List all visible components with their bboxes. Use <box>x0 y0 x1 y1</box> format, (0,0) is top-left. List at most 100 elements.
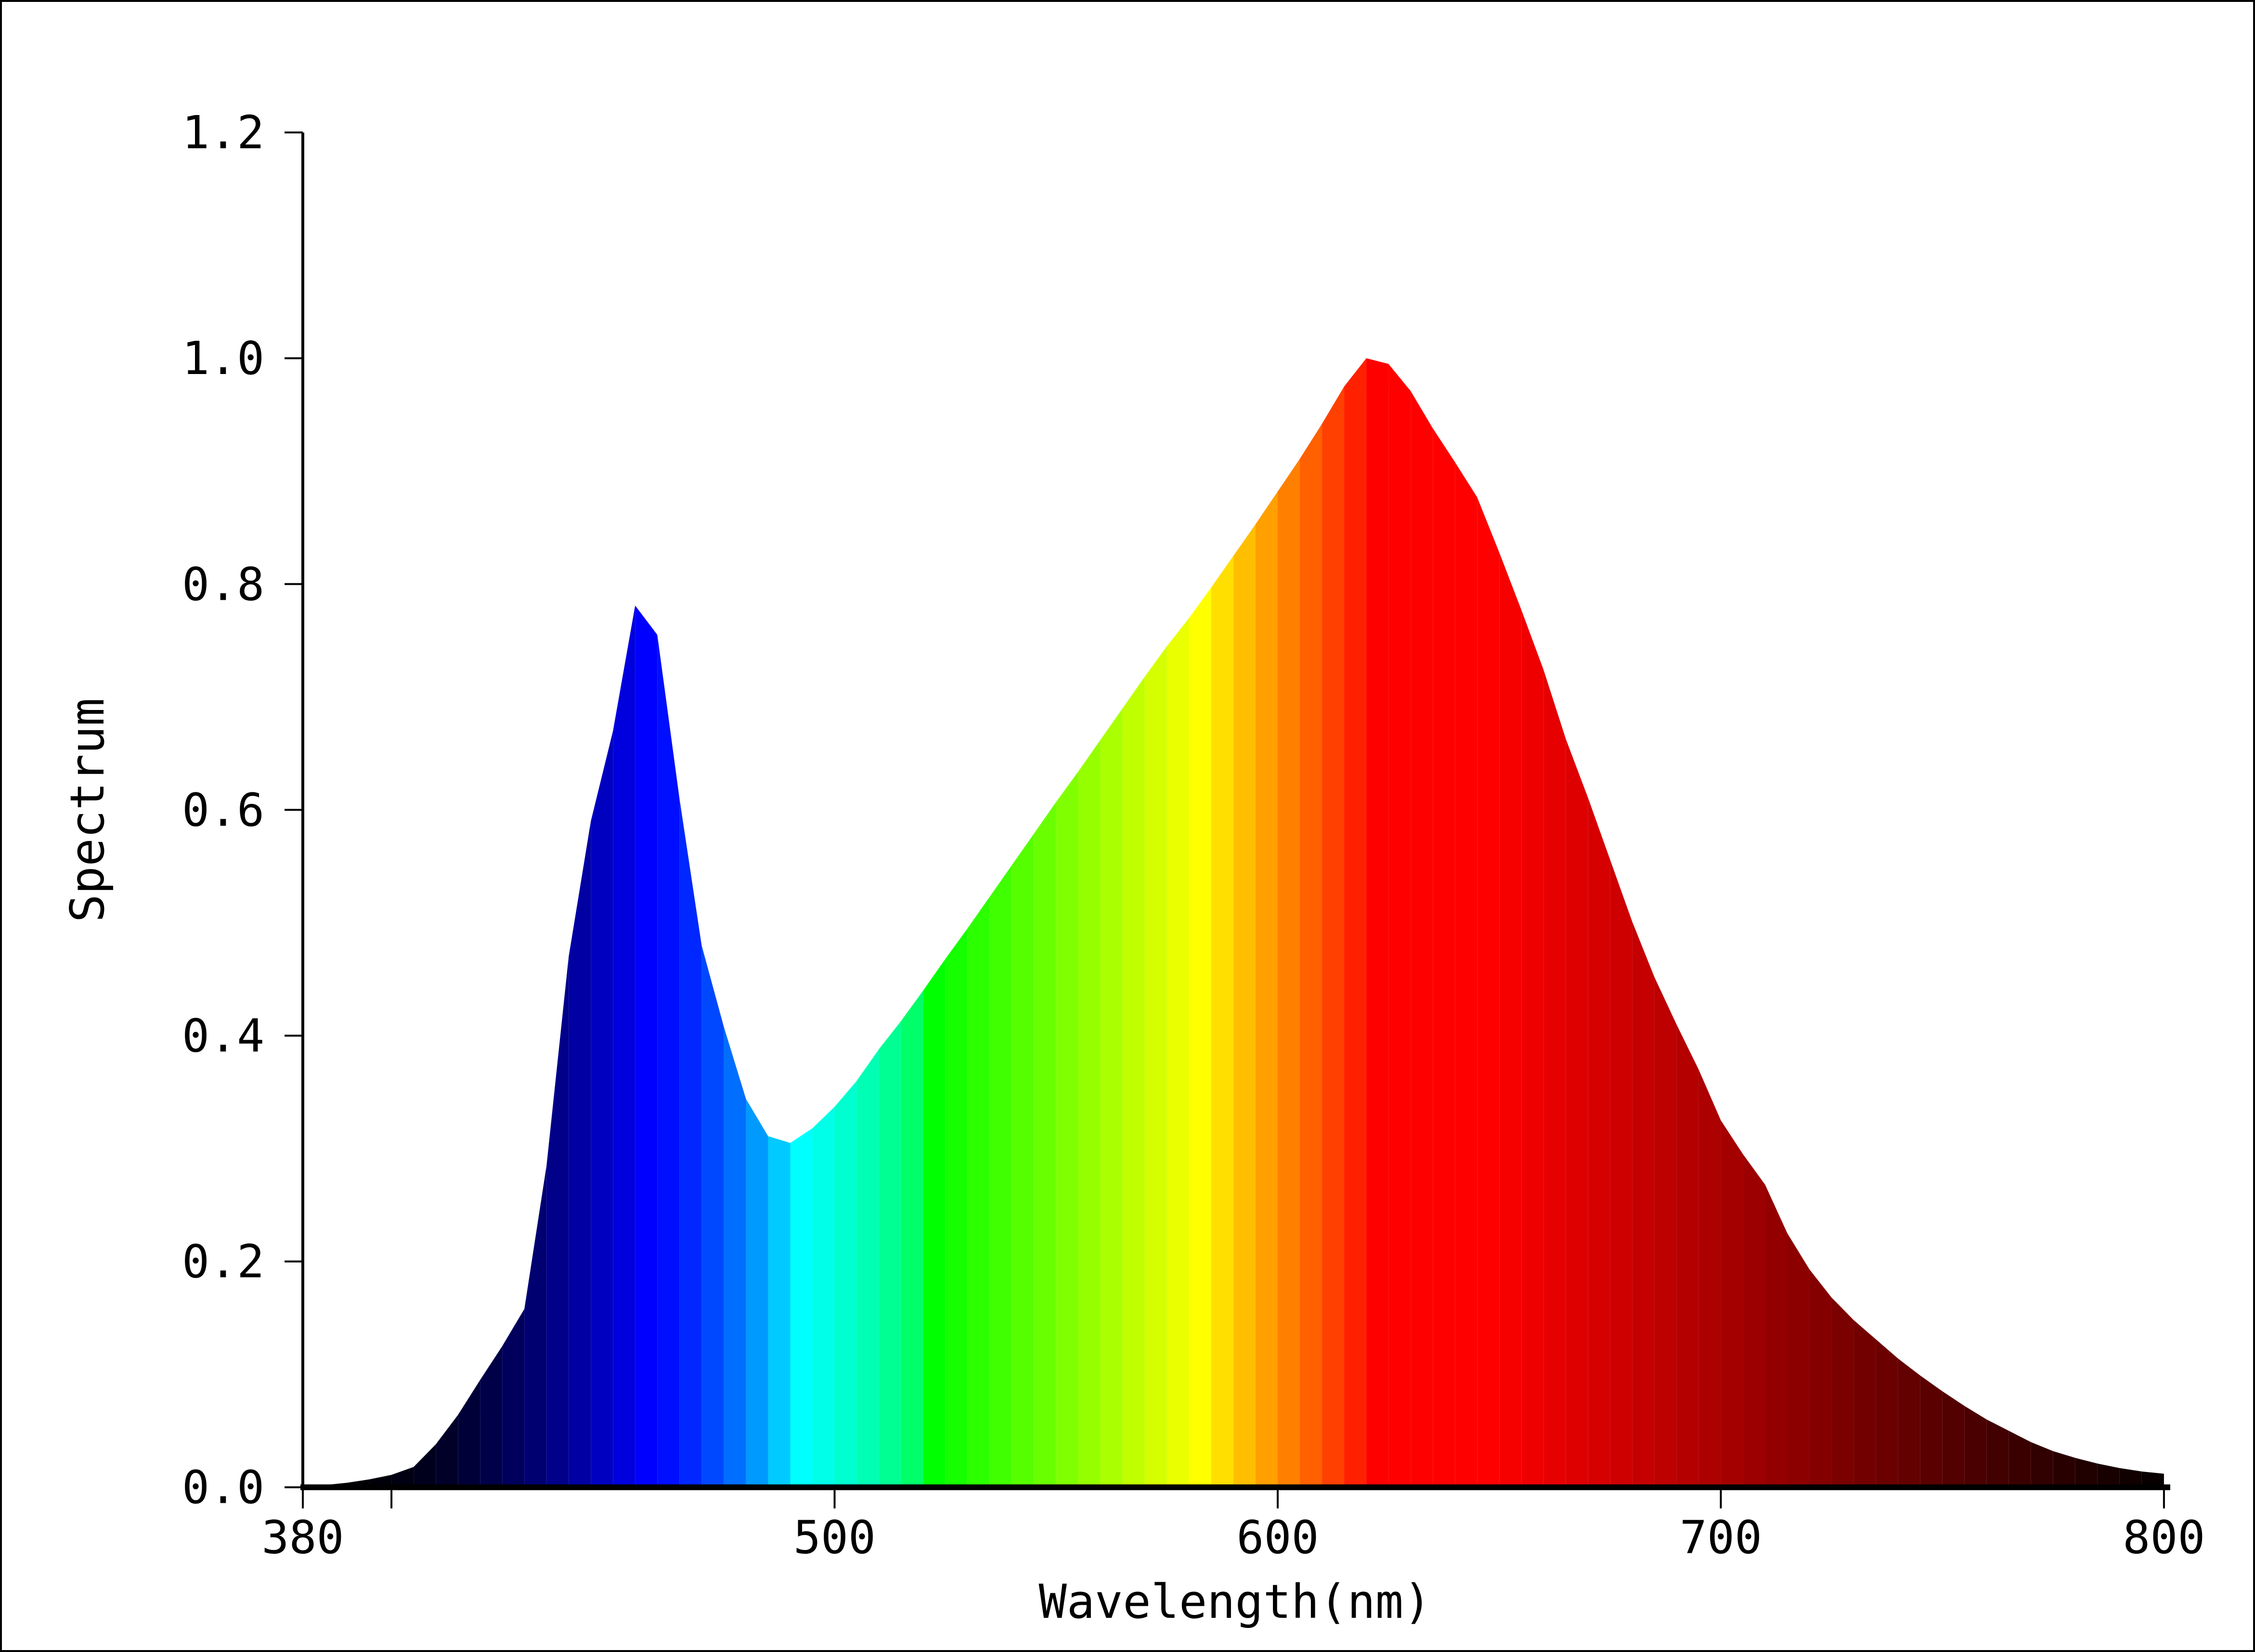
spectrum-strip-440nm <box>569 821 591 1489</box>
spectrum-strip-735nm <box>1876 1339 1898 1489</box>
spectrum-strip-435nm <box>546 956 569 1489</box>
x-axis-line <box>300 1484 2170 1490</box>
y-tick-0.2 <box>285 1260 303 1263</box>
spectrum-strip-745nm <box>1920 1375 1943 1489</box>
spectrum-strip-585nm <box>1211 555 1233 1489</box>
x-tick-600 <box>1276 1490 1279 1509</box>
spectrum-strip-700nm <box>1721 1120 1743 1489</box>
spectrum-strip-650nm <box>1499 552 1522 1489</box>
spectrum-strip-640nm <box>1455 462 1477 1489</box>
spectrum-strip-530nm <box>967 897 990 1489</box>
spectrum-strip-515nm <box>901 990 923 1489</box>
spectrum-strip-785nm <box>2097 1463 2120 1489</box>
spectrum-strip-430nm <box>524 1165 547 1489</box>
spectrum-strip-625nm <box>1388 363 1411 1489</box>
spectrum-strip-770nm <box>2031 1442 2053 1489</box>
spectrum-strip-600nm <box>1277 459 1300 1489</box>
spectrum-strip-445nm <box>591 731 613 1489</box>
x-tick-label-800: 800 <box>2123 1511 2205 1564</box>
x-axis-ticks <box>302 1490 2165 1509</box>
y-axis-tick-labels: 0.0 0.2 0.4 0.6 0.8 1.0 1.2 <box>182 106 264 1514</box>
x-tick-400 <box>390 1490 393 1509</box>
spectrum-strip-775nm <box>2053 1451 2075 1489</box>
spectrum-strip-755nm <box>1964 1406 1987 1489</box>
spectrum-strip-415nm <box>458 1380 480 1489</box>
spectrum-strip-400nm <box>391 1467 414 1489</box>
spectrum-strip-765nm <box>2009 1431 2031 1489</box>
y-tick-label-0.0: 0.0 <box>182 1461 264 1514</box>
x-axis-tick-labels: 380 500 600 700 800 <box>261 1511 2205 1564</box>
spectrum-strip-665nm <box>1566 738 1588 1489</box>
spectrum-strip-710nm <box>1765 1185 1788 1489</box>
x-tick-label-700: 700 <box>1680 1511 1762 1564</box>
y-tick-label-1.0: 1.0 <box>182 332 264 385</box>
spectrum-strip-505nm <box>856 1049 879 1489</box>
spectrum-strip-610nm <box>1322 386 1345 1489</box>
spectrum-strip-460nm <box>657 634 680 1489</box>
spectrum-strip-465nm <box>679 799 702 1489</box>
spectrum-strip-690nm <box>1676 1024 1699 1489</box>
spectrum-strip-480nm <box>746 1098 768 1489</box>
spectrum-strip-680nm <box>1632 921 1655 1489</box>
spectrum-strip-595nm <box>1255 491 1278 1489</box>
spectrum-strip-500nm <box>834 1081 857 1489</box>
spectrum-strip-525nm <box>945 928 968 1489</box>
y-axis-title: Spectrum <box>60 698 115 922</box>
spectrum-strip-410nm <box>436 1415 458 1489</box>
y-tick-label-0.8: 0.8 <box>182 558 264 611</box>
y-axis-line <box>301 132 304 1490</box>
spectrum-strip-490nm <box>790 1128 813 1489</box>
spectrum-strip-545nm <box>1034 802 1056 1489</box>
y-tick-1.2 <box>285 131 303 134</box>
spectrum-strip-510nm <box>879 1021 901 1489</box>
spectrum-strip-520nm <box>923 959 946 1489</box>
y-tick-label-0.6: 0.6 <box>182 784 264 837</box>
spectrum-strip-455nm <box>635 605 658 1489</box>
spectrum-strip-580nm <box>1189 587 1211 1489</box>
y-tick-0.6 <box>285 809 303 811</box>
spectrum-strip-660nm <box>1543 670 1566 1489</box>
y-tick-1.0 <box>285 357 303 360</box>
spectrum-strip-475nm <box>724 1026 746 1489</box>
spectrum-strip-535nm <box>989 865 1012 1489</box>
spectrum-strip-575nm <box>1166 618 1189 1489</box>
spectrum-strip-565nm <box>1122 676 1145 1489</box>
spectrum-strip-450nm <box>613 605 635 1489</box>
spectrum-strip-620nm <box>1366 358 1389 1489</box>
x-tick-label-500: 500 <box>793 1511 876 1564</box>
spectrum-strip-655nm <box>1521 610 1544 1489</box>
spectrum-strip-685nm <box>1654 977 1677 1489</box>
spectrum-strip-590nm <box>1233 524 1256 1489</box>
spectrum-strip-495nm <box>812 1107 835 1489</box>
x-tick-label-380: 380 <box>261 1511 344 1564</box>
spectrum-strip-705nm <box>1743 1154 1765 1489</box>
spectrum-strip-635nm <box>1433 428 1455 1489</box>
spectrum-strip-425nm <box>502 1309 525 1489</box>
spectrum-strip-420nm <box>480 1346 503 1489</box>
spectrum-strip-780nm <box>2075 1458 2098 1489</box>
spectrum-strip-570nm <box>1144 646 1167 1489</box>
spectrum-strip-695nm <box>1698 1069 1721 1489</box>
x-tick-500 <box>833 1490 836 1509</box>
spectrum-strip-750nm <box>1942 1391 1965 1489</box>
x-tick-label-600: 600 <box>1236 1511 1319 1564</box>
y-axis-ticks <box>285 131 303 1488</box>
spectrum-strip-560nm <box>1100 708 1123 1489</box>
y-tick-label-0.2: 0.2 <box>182 1236 264 1289</box>
y-tick-label-1.2: 1.2 <box>182 106 264 159</box>
spectrum-strip-470nm <box>701 945 724 1489</box>
y-tick-0.8 <box>285 583 303 585</box>
spectrum-strip-725nm <box>1831 1297 1854 1489</box>
spectrum-strip-605nm <box>1300 424 1322 1489</box>
spectrum-strip-550nm <box>1056 771 1078 1489</box>
y-tick-0.0 <box>285 1486 303 1488</box>
spectrum-strip-790nm <box>2119 1468 2142 1489</box>
spectrum-strip-715nm <box>1787 1233 1810 1489</box>
spectrum-strip-630nm <box>1411 391 1433 1489</box>
spectrum-strip-485nm <box>768 1136 791 1489</box>
y-tick-label-0.4: 0.4 <box>182 1010 264 1063</box>
spectrum-strip-615nm <box>1344 358 1367 1489</box>
spectrum-strip-730nm <box>1853 1320 1876 1489</box>
